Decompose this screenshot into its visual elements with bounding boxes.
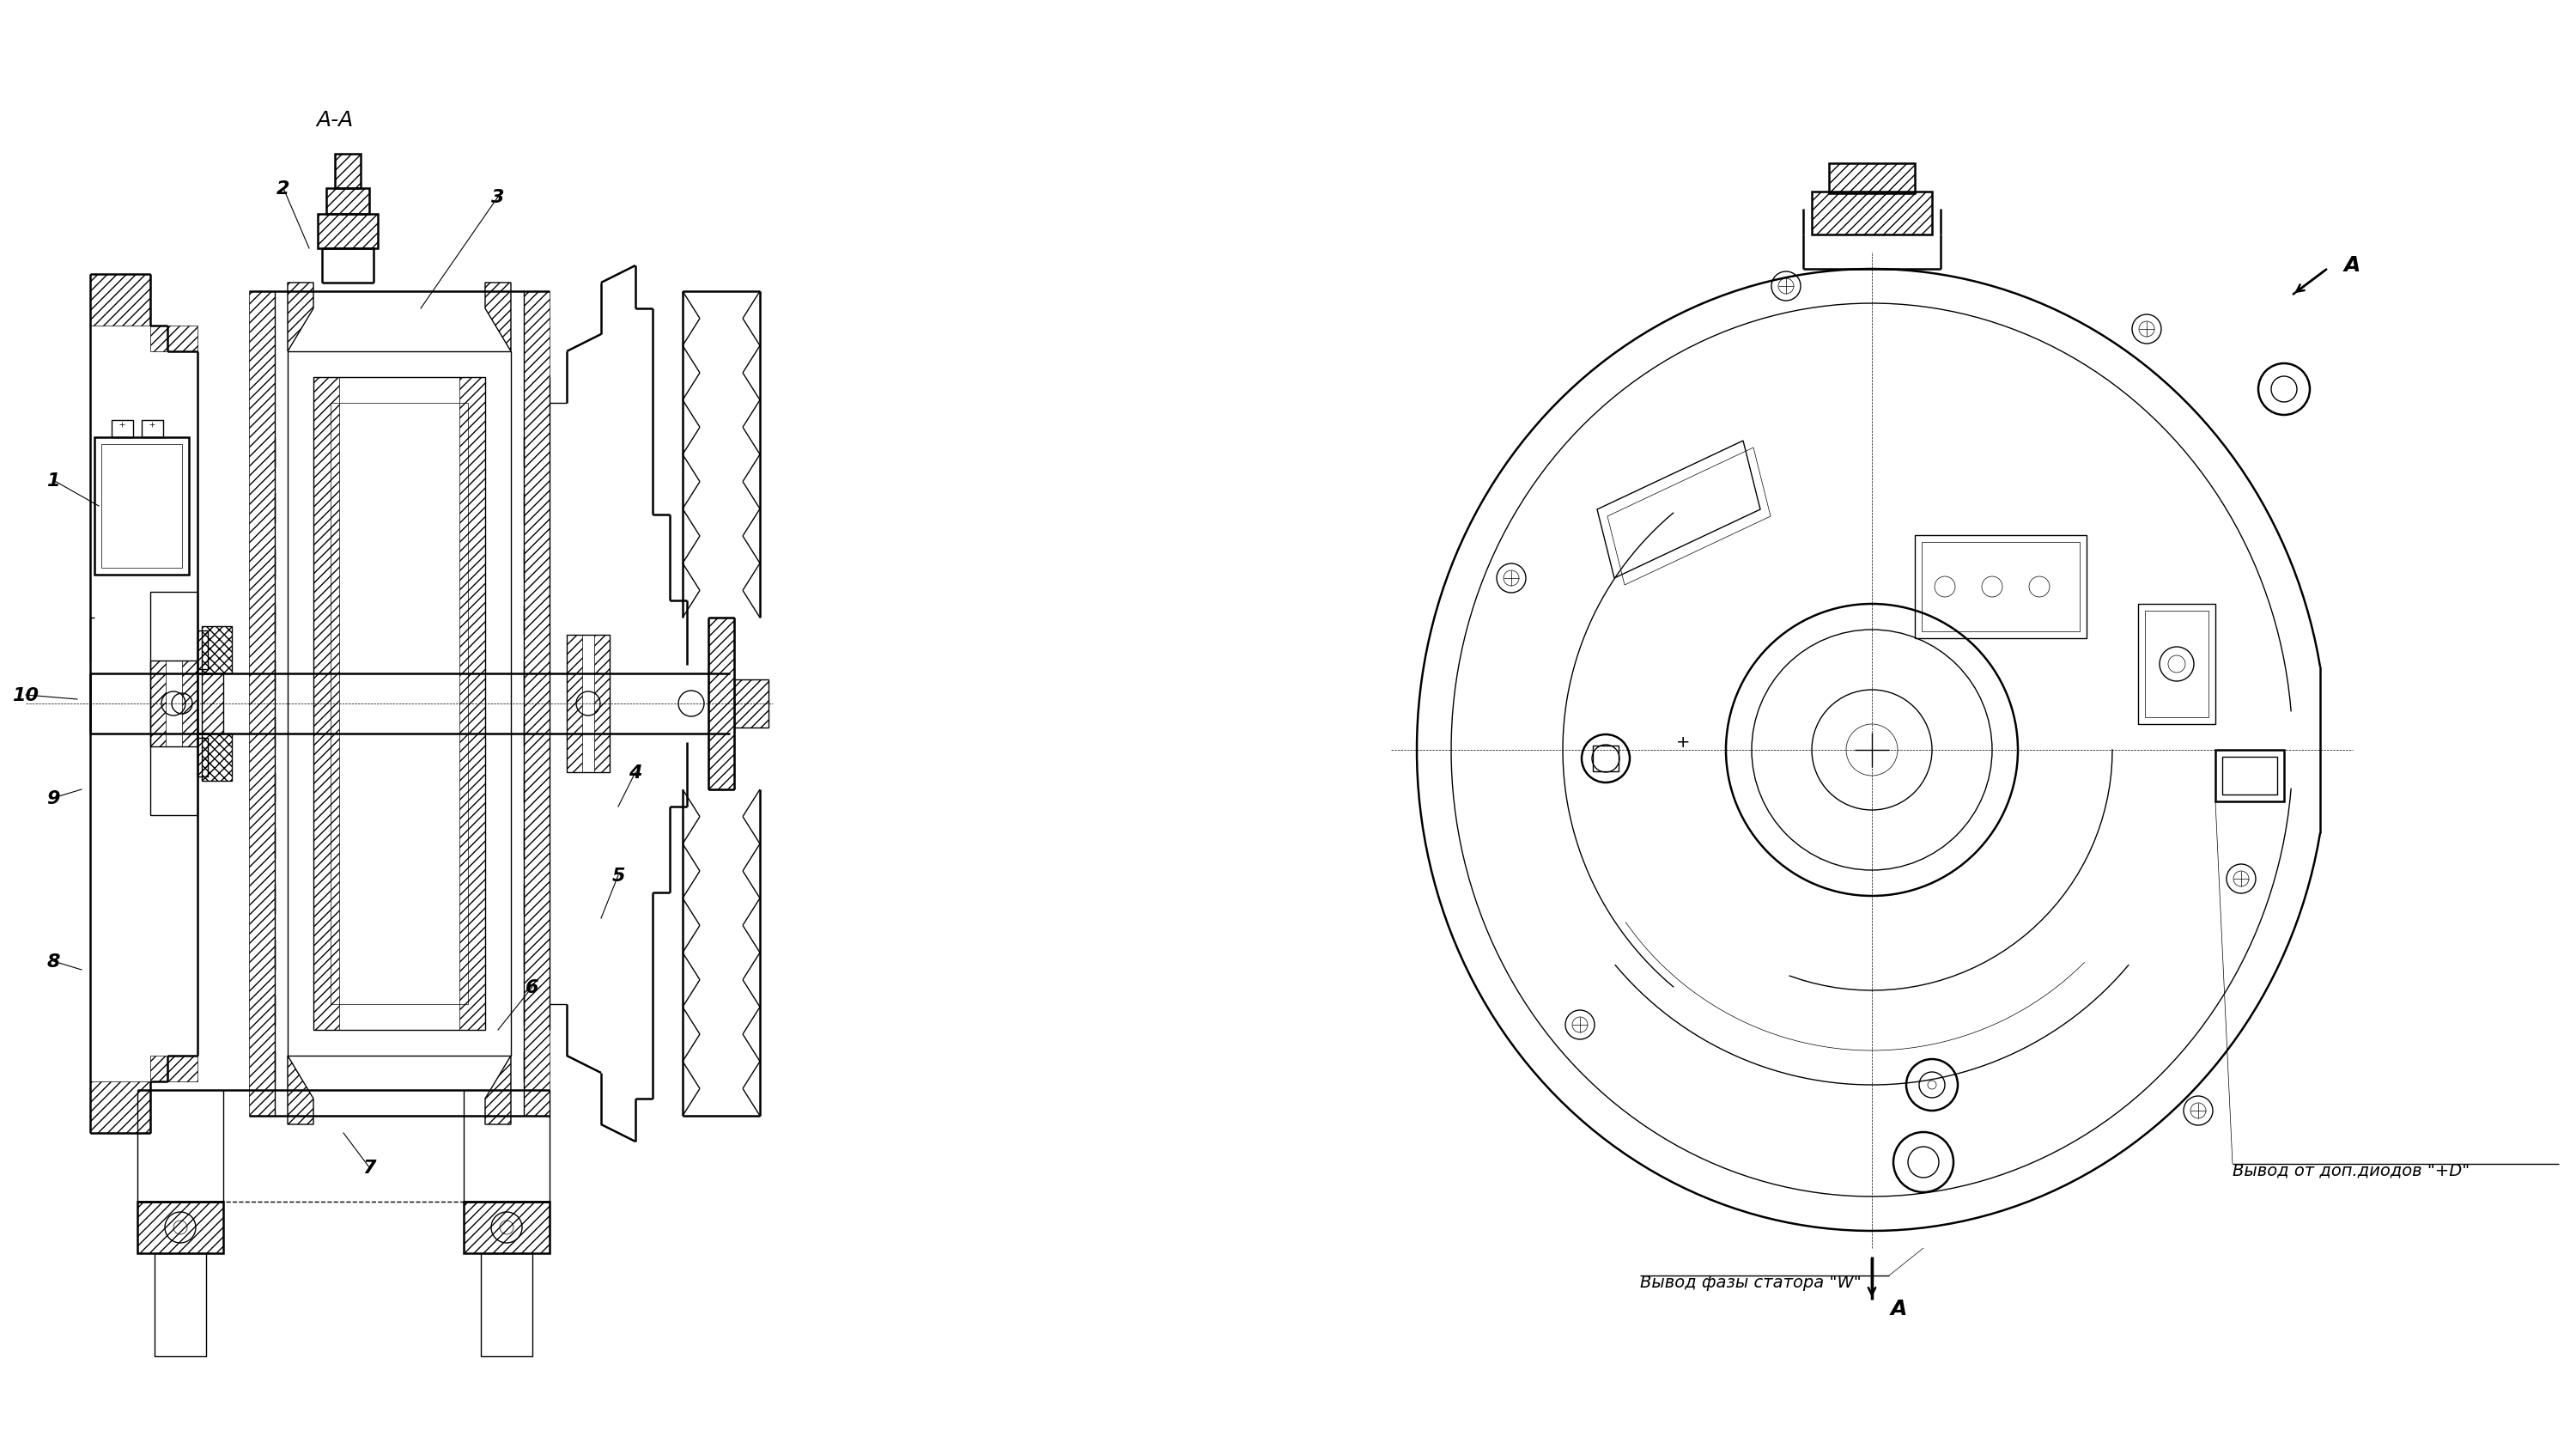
Bar (708, 618, 734, 790)
Bar (149, 661, 165, 747)
Bar (567, 635, 611, 773)
Bar (317, 214, 379, 249)
Bar (2223, 757, 2277, 795)
Bar (1829, 164, 1914, 194)
Bar (111, 421, 134, 438)
Bar (100, 444, 183, 568)
Bar (459, 378, 484, 1030)
Bar (314, 378, 484, 1030)
Bar (90, 1082, 149, 1134)
Bar (198, 631, 209, 670)
Bar (198, 739, 209, 777)
Bar (201, 674, 224, 734)
Bar (183, 661, 198, 747)
Bar (327, 188, 368, 214)
Bar (250, 292, 276, 1117)
Text: 3: 3 (492, 188, 505, 205)
Bar (595, 635, 611, 773)
Bar (482, 1253, 533, 1357)
Bar (149, 592, 198, 816)
Bar (330, 404, 469, 1004)
Bar (90, 274, 149, 326)
Bar (314, 378, 340, 1030)
Text: 10: 10 (13, 687, 39, 704)
Bar (734, 680, 768, 729)
Bar (149, 661, 198, 747)
Bar (149, 326, 198, 352)
Bar (523, 292, 549, 1117)
Bar (1922, 543, 2079, 632)
Bar (2146, 611, 2208, 717)
Bar (1811, 193, 1932, 236)
Bar (335, 155, 361, 188)
Text: 2: 2 (276, 180, 291, 197)
Bar (1592, 746, 1618, 772)
Bar (1914, 536, 2087, 638)
Bar (155, 1253, 206, 1357)
Text: 5: 5 (611, 867, 626, 884)
Text: 8: 8 (46, 953, 59, 970)
Text: 4: 4 (629, 764, 641, 782)
Bar (201, 734, 232, 782)
Bar (95, 438, 188, 575)
Bar (137, 1201, 224, 1253)
Text: 9: 9 (46, 790, 59, 808)
Text: +: + (1677, 733, 1690, 750)
Text: 6: 6 (526, 979, 538, 996)
Bar (149, 1056, 198, 1082)
Bar (2138, 605, 2215, 724)
Bar (567, 635, 582, 773)
Text: 7: 7 (363, 1158, 376, 1175)
Bar (289, 352, 510, 1056)
Bar (201, 627, 232, 674)
Bar (464, 1201, 549, 1253)
Bar (2215, 750, 2285, 802)
Text: А-А: А-А (317, 109, 353, 131)
Text: А: А (1891, 1298, 1906, 1319)
Text: Вывод от доп.диодов "+D": Вывод от доп.диодов "+D" (2233, 1163, 2470, 1178)
Text: Вывод фазы статора "W": Вывод фазы статора "W" (1641, 1273, 1862, 1290)
Bar (142, 421, 162, 438)
Text: 1: 1 (46, 473, 59, 490)
Text: А: А (2344, 254, 2360, 276)
